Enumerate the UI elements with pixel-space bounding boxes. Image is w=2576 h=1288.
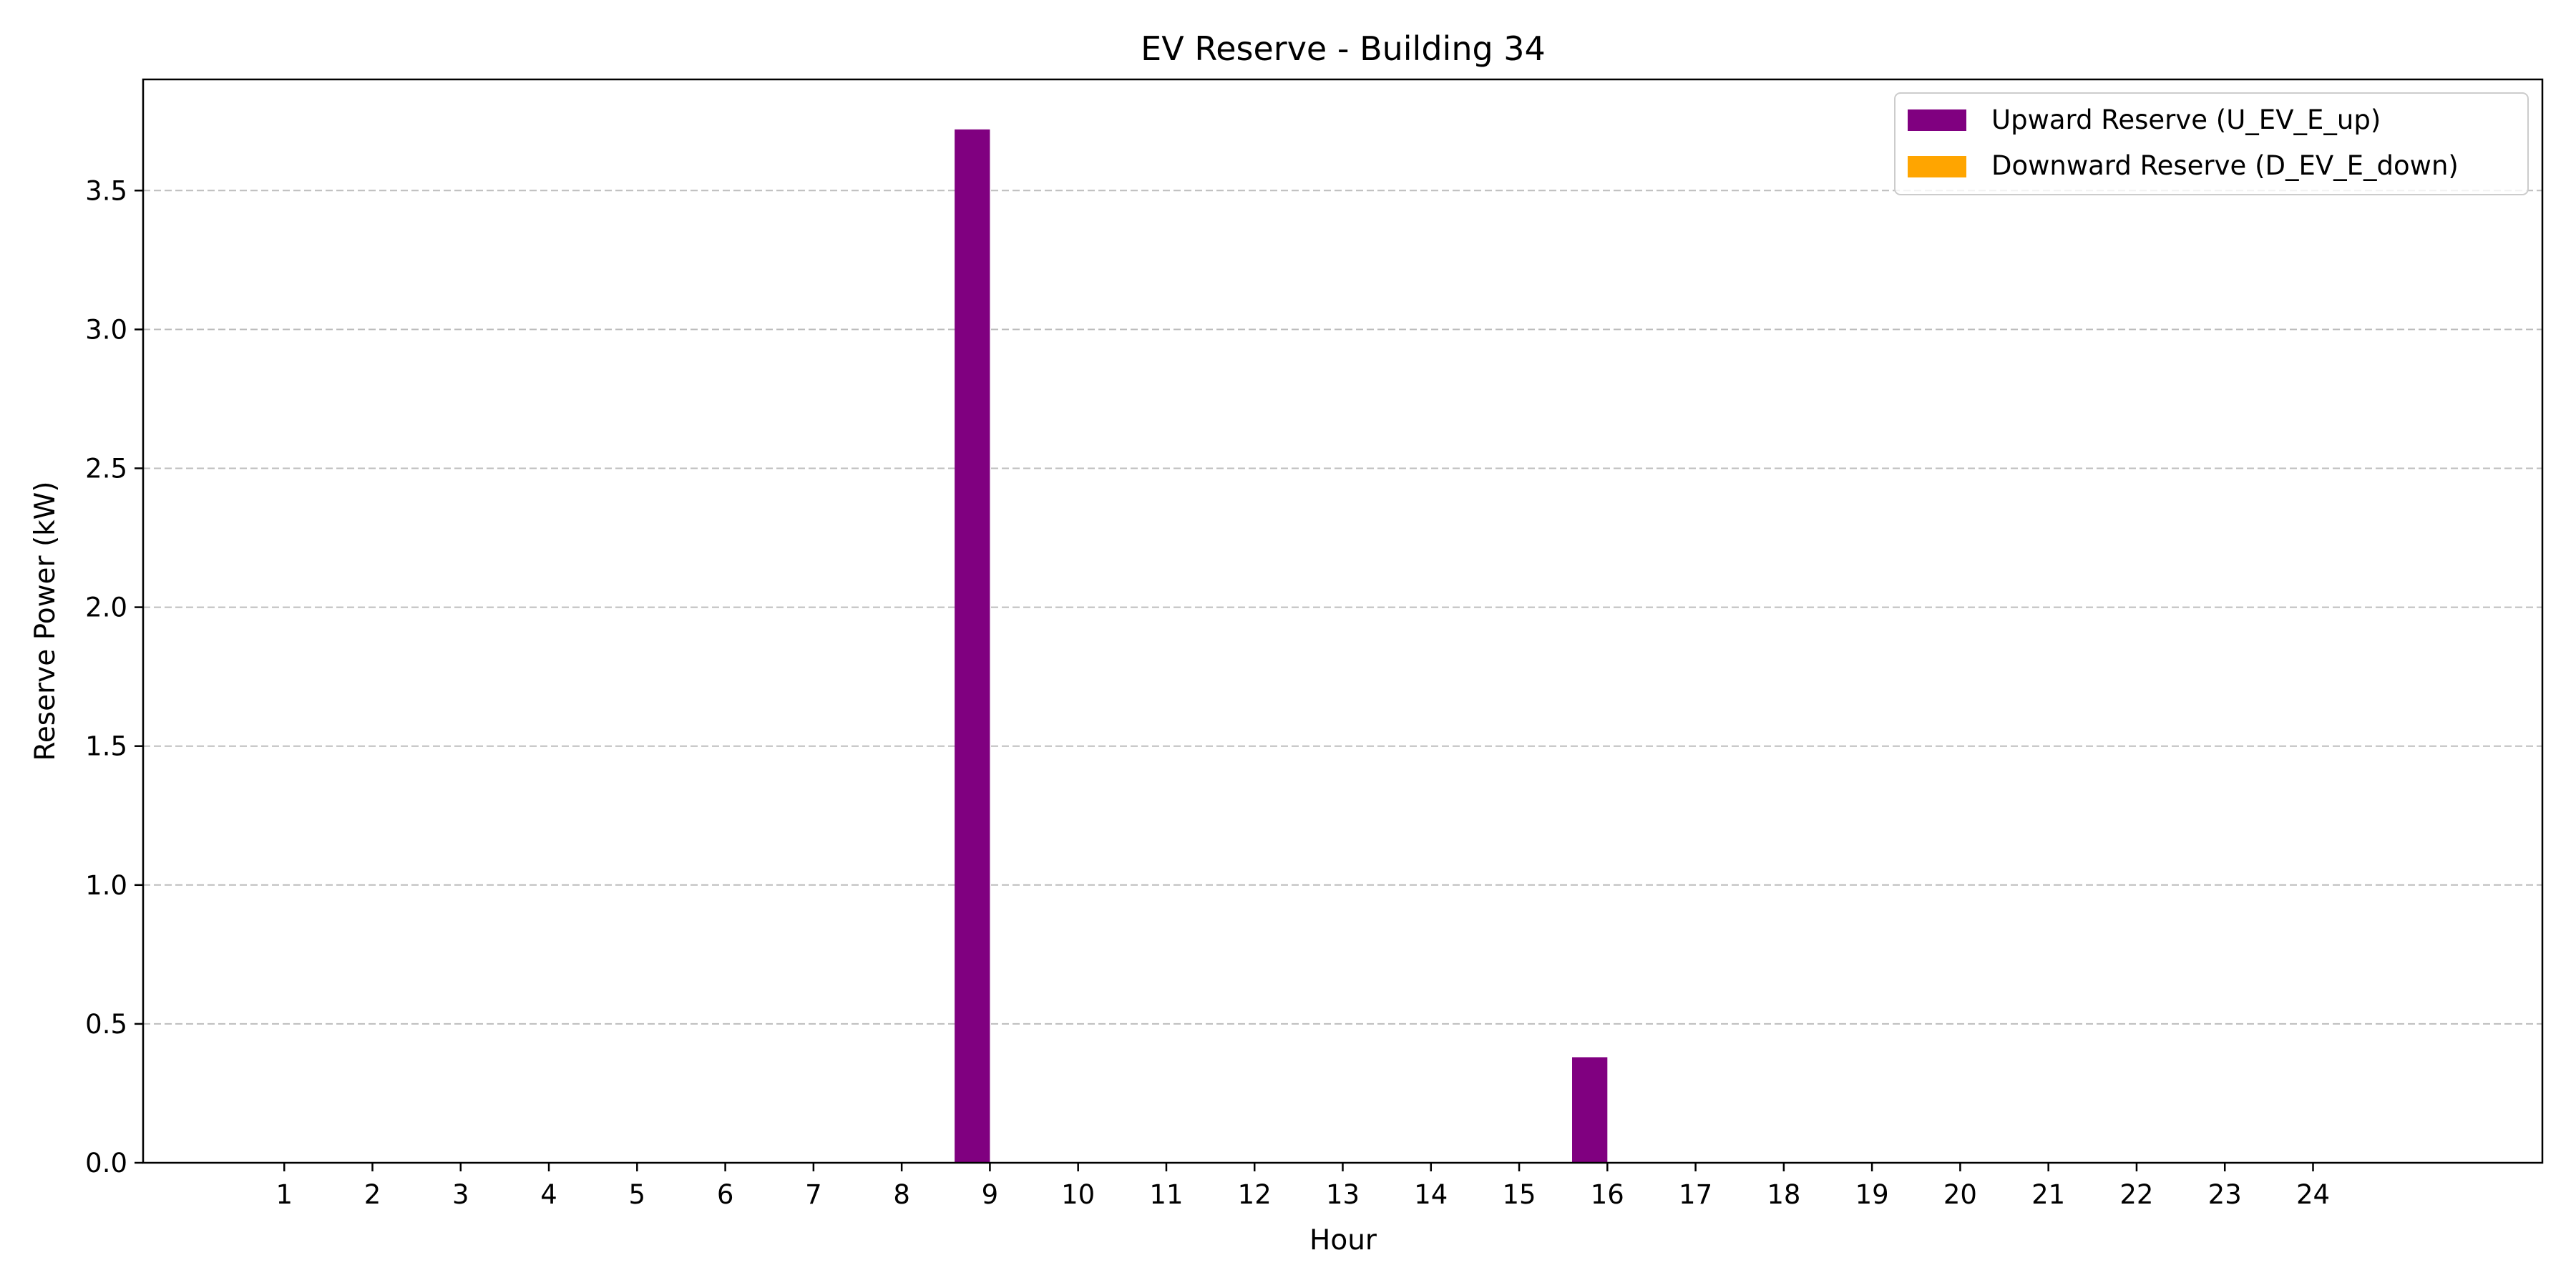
legend-label-downward: Downward Reserve (D_EV_E_down)	[1991, 150, 2459, 181]
x-tick-label: 21	[2031, 1179, 2065, 1210]
x-tick-label: 5	[629, 1179, 646, 1210]
y-tick-label: 2.5	[85, 453, 127, 484]
x-tick-label: 11	[1149, 1179, 1183, 1210]
y-tick-label: 1.0	[85, 870, 127, 901]
y-tick-label: 3.5	[85, 175, 127, 206]
y-tick-label: 0.5	[85, 1009, 127, 1040]
bar-upward-hour-16	[1572, 1057, 1608, 1163]
x-tick-label: 22	[2119, 1179, 2153, 1210]
legend-box	[1894, 92, 2529, 195]
chart-title: EV Reserve - Building 34	[1141, 29, 1546, 68]
x-tick-label: 3	[452, 1179, 469, 1210]
x-tick-label: 16	[1591, 1179, 1624, 1210]
y-axis-label: Reserve Power (kW)	[29, 481, 62, 761]
x-tick-label: 20	[1943, 1179, 1977, 1210]
x-tick-label: 2	[364, 1179, 381, 1210]
legend-swatch-upward	[1908, 109, 1966, 131]
x-tick-label: 19	[1855, 1179, 1889, 1210]
x-tick-label: 7	[805, 1179, 822, 1210]
legend-swatch-downward	[1908, 156, 1966, 177]
y-tick-label: 1.5	[85, 731, 127, 762]
x-tick-label: 6	[717, 1179, 734, 1210]
legend-label-upward: Upward Reserve (U_EV_E_up)	[1991, 104, 2381, 135]
x-tick-label: 23	[2208, 1179, 2242, 1210]
x-tick-label: 1	[275, 1179, 293, 1210]
y-tick-label: 0.0	[85, 1148, 127, 1179]
x-tick-label: 13	[1326, 1179, 1360, 1210]
y-tick-label: 3.0	[85, 314, 127, 345]
x-axis-label: Hour	[1309, 1224, 1377, 1257]
x-tick-label: 4	[540, 1179, 557, 1210]
x-tick-label: 17	[1679, 1179, 1712, 1210]
y-tick-label: 2.0	[85, 592, 127, 623]
legend: Upward Reserve (U_EV_E_up) Downward Rese…	[1894, 92, 2529, 195]
x-tick-label: 10	[1061, 1179, 1095, 1210]
bar-upward-hour-9	[955, 129, 990, 1163]
bars	[955, 129, 1608, 1163]
y-axis-ticks: 0.0 0.5 1.0 1.5 2.0 2.5 3.0 3.5	[85, 175, 143, 1179]
x-tick-label: 9	[982, 1179, 999, 1210]
x-tick-label: 12	[1238, 1179, 1272, 1210]
grid-lines	[143, 190, 2542, 1025]
x-tick-label: 18	[1767, 1179, 1800, 1210]
x-tick-label: 24	[2296, 1179, 2330, 1210]
x-axis-ticks: 1 2 3 4 5 6 7 8 9 10 11 12 13 14 15 16 17 18 19 20 21 22 23 24	[275, 1163, 2330, 1210]
x-tick-label: 14	[1414, 1179, 1448, 1210]
x-tick-label: 8	[893, 1179, 910, 1210]
x-tick-label: 15	[1502, 1179, 1536, 1210]
